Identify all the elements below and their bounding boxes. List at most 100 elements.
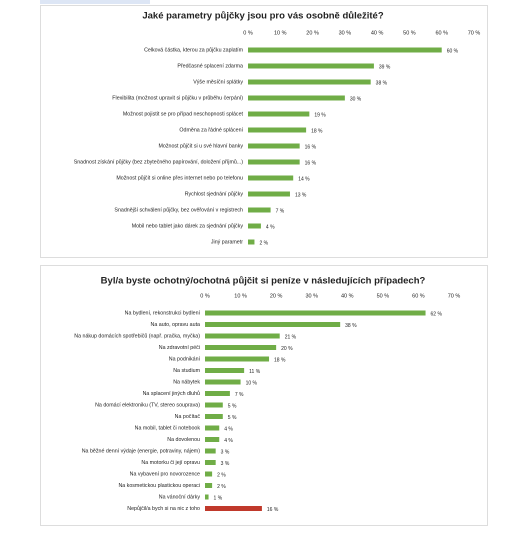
bar: [205, 483, 213, 488]
bar: [205, 506, 262, 511]
bar: [205, 368, 245, 373]
category-label: Na vybavení pro novorozence: [130, 471, 200, 477]
value-label: 60 %: [447, 48, 459, 54]
category-label: Na studium: [173, 368, 200, 374]
value-label: 4 %: [266, 224, 275, 230]
bar: [248, 175, 294, 181]
x-tick-label: 40 %: [371, 30, 384, 36]
value-label: 2 %: [259, 240, 268, 246]
x-tick-label: 60 %: [412, 293, 425, 299]
bar: [248, 63, 374, 69]
value-label: 3 %: [221, 461, 230, 467]
chart-title: Jaké parametry půjčky jsou pro vás osobn…: [142, 11, 383, 22]
value-label: 7 %: [276, 208, 285, 214]
bar: [205, 460, 216, 465]
bar: [248, 127, 307, 133]
x-tick-label: 60 %: [435, 30, 448, 36]
bar: [205, 391, 230, 396]
x-tick-label: 20 %: [306, 30, 319, 36]
category-label: Nepůjčil/a bych si na nic z toho: [127, 505, 200, 512]
bar: [248, 159, 300, 165]
value-label: 14 %: [298, 176, 310, 182]
x-tick-label: 40 %: [341, 293, 354, 299]
bar: [248, 239, 255, 245]
category-label: Možnost pojistit se pro případ neschopno…: [123, 111, 244, 117]
value-label: 21 %: [285, 334, 297, 340]
value-label: 38 %: [345, 323, 357, 329]
value-label: 16 %: [267, 507, 279, 513]
category-label: Předčasné splacení zdarma: [177, 63, 243, 69]
category-label: Flexibilita (možnost upravit si půjčku v…: [112, 94, 243, 101]
bar: [248, 223, 261, 229]
bar: [248, 143, 300, 149]
bar: [205, 414, 223, 419]
value-label: 13 %: [295, 192, 307, 198]
chart-panel: [40, 265, 488, 526]
bar: [205, 322, 341, 327]
x-tick-label: 20 %: [270, 293, 283, 299]
value-label: 20 %: [281, 346, 293, 352]
bar: [205, 425, 220, 431]
value-label: 7 %: [235, 392, 244, 398]
category-label: Výše měsíční splátky: [193, 79, 243, 85]
value-label: 4 %: [224, 438, 233, 444]
bar: [205, 310, 426, 316]
category-label: Na nábytek: [173, 379, 200, 385]
category-label: Možnost půjčit si u své hlavní banky: [159, 142, 244, 149]
x-tick-label: 0 %: [243, 30, 253, 36]
bar: [205, 494, 209, 500]
category-label: Jiný parametr: [211, 239, 243, 245]
bar: [205, 402, 223, 408]
value-label: 3 %: [221, 449, 230, 455]
category-label: Na podnikání: [169, 356, 201, 362]
x-tick-label: 70 %: [448, 293, 461, 299]
value-label: 5 %: [228, 403, 237, 409]
value-label: 39 %: [379, 64, 391, 70]
value-label: 4 %: [224, 426, 233, 432]
category-label: Rychlost sjednání půjčky: [185, 190, 244, 197]
chart-title: Byl/a byste ochotný/ochotná půjčit si pe…: [101, 276, 426, 287]
bar: [205, 471, 213, 477]
category-label: Mobil nebo tablet jako dárek za sjednání…: [132, 222, 244, 229]
x-tick-label: 70 %: [468, 30, 481, 36]
bar: [248, 111, 310, 117]
x-tick-label: 30 %: [339, 30, 352, 36]
x-tick-label: 10 %: [234, 293, 247, 299]
value-label: 18 %: [274, 357, 286, 363]
value-label: 16 %: [305, 144, 317, 150]
category-label: Na domácí elektroniku (TV, stereo soupra…: [95, 402, 200, 408]
x-tick-label: 50 %: [403, 30, 416, 36]
category-label: Snadnější schválení půjčky, bez ověřován…: [114, 206, 243, 213]
value-label: 16 %: [305, 160, 317, 166]
value-label: 19 %: [314, 112, 326, 118]
bar: [248, 47, 442, 53]
value-label: 2 %: [217, 472, 226, 478]
value-label: 62 %: [431, 311, 443, 317]
value-label: 1 %: [214, 495, 223, 501]
bar: [205, 448, 216, 454]
category-label: Na vánoční dárky: [159, 494, 201, 500]
bar: [205, 345, 277, 350]
bar: [205, 356, 270, 362]
category-label: Na běžné denní výdaje (energie, potravin…: [82, 448, 201, 454]
category-label: Snadnost získání půjčky (bez zbytečného …: [74, 158, 244, 165]
category-label: Na kosmetickou plastickou operaci: [118, 483, 200, 489]
category-label: Na zdravotní péči: [159, 345, 200, 351]
category-label: Na motorku či její opravu: [141, 460, 200, 466]
bar: [248, 95, 345, 101]
value-label: 11 %: [249, 369, 261, 375]
bar: [248, 207, 271, 213]
value-label: 30 %: [350, 96, 362, 102]
bar: [205, 437, 220, 442]
x-tick-label: 0 %: [200, 293, 210, 299]
top-strip: [40, 0, 150, 4]
category-label: Na auto, opravu auta: [151, 322, 201, 328]
category-label: Na bydlení, rekonstrukci bydlení: [125, 310, 201, 316]
category-label: Na dovolenou: [167, 437, 200, 443]
category-label: Celková částka, kterou za půjčku zaplatí…: [144, 46, 244, 53]
value-label: 18 %: [311, 128, 323, 134]
bar: [205, 333, 280, 339]
bar: [205, 379, 241, 385]
